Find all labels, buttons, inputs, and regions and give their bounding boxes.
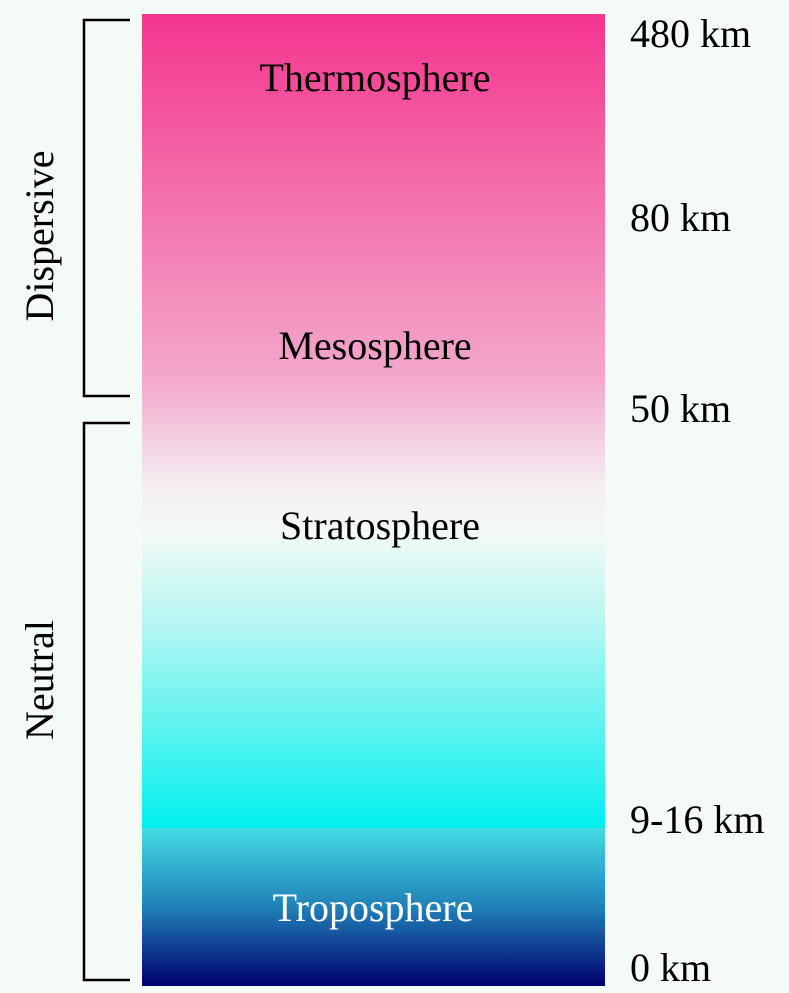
upper-atmosphere: [142, 14, 605, 828]
layer-label: Mesosphere: [278, 323, 471, 368]
region-label: Dispersive: [17, 150, 62, 321]
troposphere-band: [142, 828, 605, 986]
altitude-label: 80 km: [630, 195, 731, 240]
altitude-label: 0 km: [630, 945, 711, 990]
bracket: [82, 421, 130, 982]
layer-label: Stratosphere: [280, 503, 480, 548]
altitude-label: 50 km: [630, 386, 731, 431]
layer-label: Troposphere: [273, 885, 474, 930]
altitude-label: 480 km: [630, 11, 751, 56]
altitude-label: 9-16 km: [630, 797, 764, 842]
region-label: Neutral: [17, 620, 62, 740]
bracket: [82, 18, 130, 398]
layer-label: Thermosphere: [259, 55, 490, 100]
